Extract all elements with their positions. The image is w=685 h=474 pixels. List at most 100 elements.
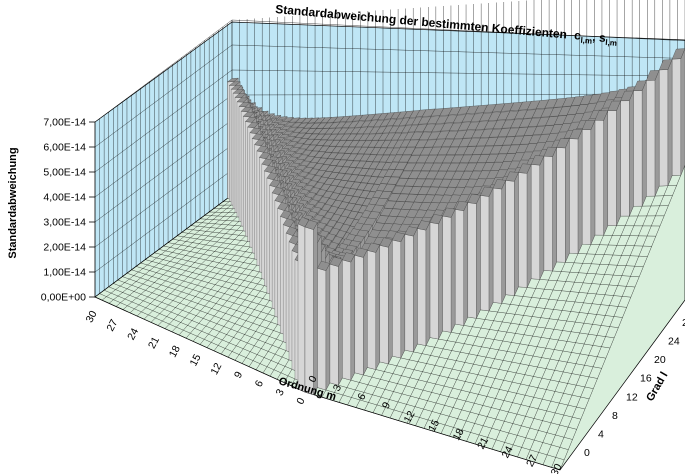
z-tick-label: 3,00E-14 <box>43 217 86 229</box>
bar-face <box>304 226 314 395</box>
order-tick-label: 21 <box>146 335 162 351</box>
bar-side <box>438 215 443 340</box>
bar-top <box>301 117 313 124</box>
bar-side <box>476 195 481 319</box>
bar-face <box>505 180 515 296</box>
bar-top <box>259 152 271 160</box>
bar-side <box>642 80 647 207</box>
bar-top <box>240 106 253 112</box>
bar-face <box>467 202 477 319</box>
bar-side <box>565 138 570 263</box>
order-tick-label: 24 <box>500 444 516 460</box>
degree-tick-label: 20 <box>654 354 666 366</box>
bar-top <box>317 260 331 271</box>
bar-top <box>325 146 337 153</box>
bar-side <box>388 239 393 364</box>
bar-top <box>402 147 416 155</box>
order-tick-label: 21 <box>475 435 491 451</box>
bar-side <box>413 228 418 352</box>
bar-face <box>417 228 427 346</box>
bar-top <box>329 256 343 267</box>
bar-top <box>342 252 355 263</box>
bar-top <box>242 111 255 118</box>
bar-side <box>501 180 506 304</box>
order-tick-label: 15 <box>426 418 442 434</box>
bar-side <box>654 70 660 197</box>
bar-face <box>342 259 351 381</box>
bar-side <box>667 59 673 186</box>
bar-top <box>442 207 456 218</box>
bar-top <box>333 153 345 160</box>
bar-face <box>379 245 389 365</box>
order-tick-label: 6 <box>253 378 266 389</box>
bar-top <box>607 100 621 111</box>
z-axis-title: Standardabweichung <box>7 147 19 258</box>
bar-top <box>354 247 368 258</box>
bar-top <box>318 145 330 152</box>
degree-axis: 048 1216202428 <box>584 317 685 459</box>
bar-face <box>442 215 452 333</box>
z-tick-label: 1,00E-14 <box>43 267 86 279</box>
bar-top <box>236 97 249 103</box>
order-tick-label: 18 <box>167 343 183 359</box>
bar-top <box>429 214 443 225</box>
order-tick-label: 30 <box>84 309 100 325</box>
order-tick-label: 27 <box>524 453 540 469</box>
bar-side <box>450 209 456 333</box>
bar-top <box>379 237 393 248</box>
bar-top <box>646 70 660 81</box>
order-tick-label: 9 <box>380 400 393 411</box>
bar-top <box>569 129 583 140</box>
order-tick-label: 9 <box>232 370 245 381</box>
bar-side <box>350 254 355 381</box>
bar-face <box>671 58 681 176</box>
bar-top <box>454 200 468 211</box>
bar-top <box>367 242 380 253</box>
bar-top <box>247 122 259 129</box>
degree-tick-label: 28 <box>682 317 685 329</box>
bar-top <box>410 131 424 140</box>
bar-top <box>324 128 336 135</box>
bar-surface <box>226 48 685 395</box>
bar-face <box>454 209 464 326</box>
bar-top <box>228 81 241 86</box>
bar-top <box>307 117 320 124</box>
order-tick-label: 18 <box>451 426 467 442</box>
bar-face <box>367 250 376 370</box>
bar-top <box>277 202 289 211</box>
bar-top <box>238 102 251 108</box>
bar-top <box>671 48 685 60</box>
bar-face <box>582 129 591 245</box>
bar-face <box>317 268 327 391</box>
bar-top <box>269 179 281 188</box>
bar-top <box>318 128 330 135</box>
bar-face <box>543 155 553 272</box>
bar-face <box>297 223 306 393</box>
bar-top <box>620 90 634 101</box>
bar-top <box>320 134 332 140</box>
bar-side <box>616 100 621 226</box>
degree-tick-label: 0 <box>584 447 590 459</box>
bar-top <box>530 155 545 166</box>
bar-top <box>581 120 596 130</box>
bar-face <box>392 239 401 359</box>
bar-top <box>316 139 328 146</box>
bar-top <box>390 169 404 178</box>
order-tick-label: 27 <box>104 317 120 333</box>
bar-top <box>594 110 608 121</box>
bar-top <box>326 134 339 141</box>
bar-top <box>398 154 412 163</box>
bar-face <box>354 255 364 376</box>
order-tick-label: 15 <box>188 352 204 368</box>
bar-face <box>620 100 630 217</box>
bar-top <box>346 188 358 197</box>
bar-top <box>336 159 348 167</box>
bar-side <box>680 48 685 176</box>
bar-top <box>518 163 532 174</box>
bar-top <box>280 210 292 220</box>
bar-top <box>394 162 408 170</box>
bar-top <box>282 218 295 228</box>
z-tick-label: 4,00E-14 <box>43 192 86 204</box>
